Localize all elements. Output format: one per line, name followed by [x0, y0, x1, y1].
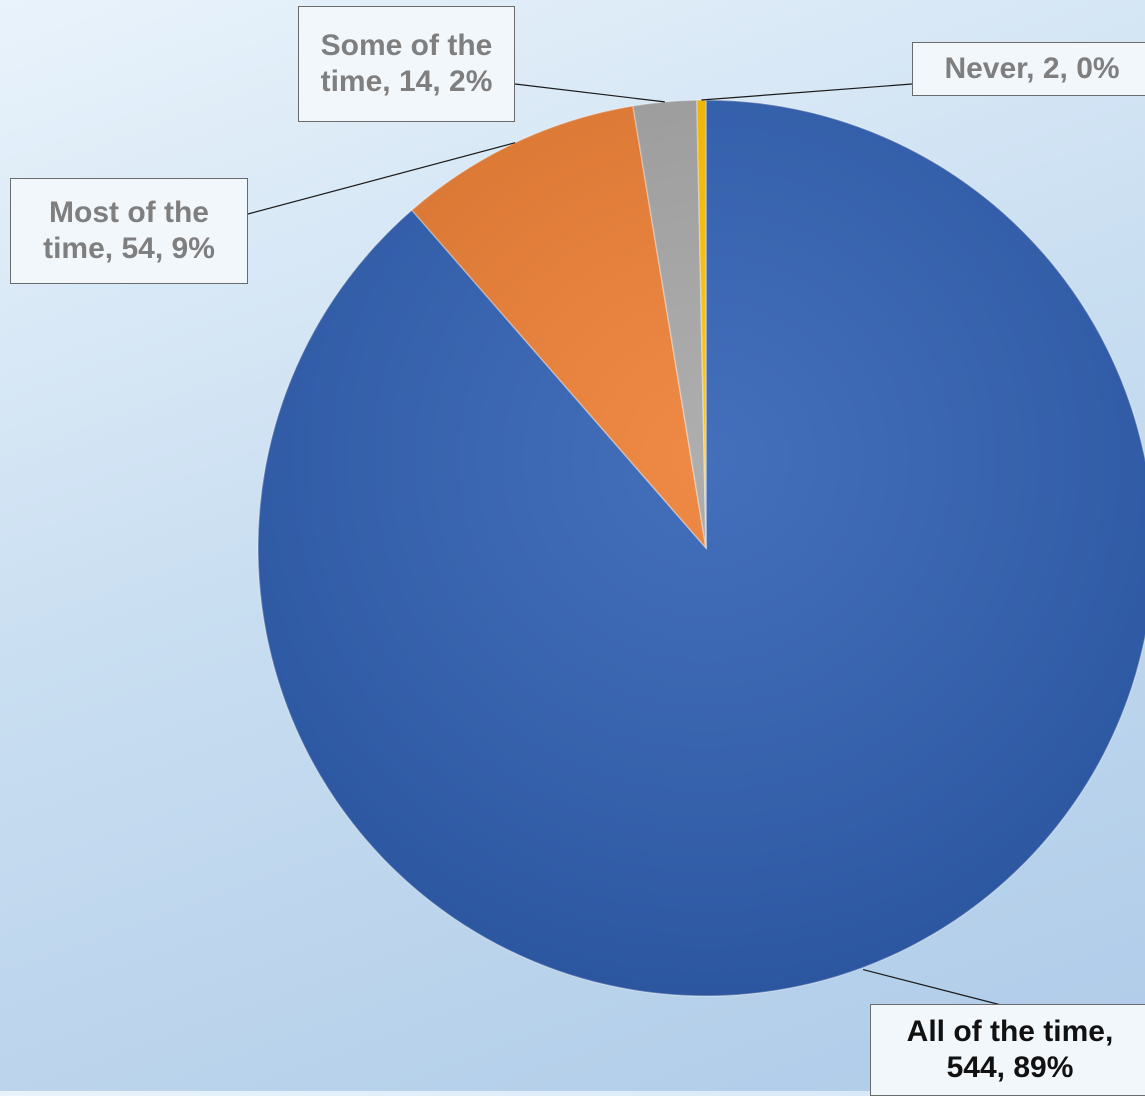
leader-line-most-of-the-time [247, 142, 516, 215]
leader-line-some-of-the-time [514, 83, 665, 103]
data-label-some-of-the-time: Some of the time, 14, 2% [298, 6, 515, 122]
leader-line-never [701, 83, 913, 101]
leader-line-all-of-the-time [862, 968, 1006, 1007]
data-label-all-of-the-time: All of the time, 544, 89% [870, 1004, 1145, 1096]
data-label-never: Never, 2, 0% [912, 42, 1145, 96]
data-label-most-of-the-time: Most of the time, 54, 9% [10, 178, 248, 284]
